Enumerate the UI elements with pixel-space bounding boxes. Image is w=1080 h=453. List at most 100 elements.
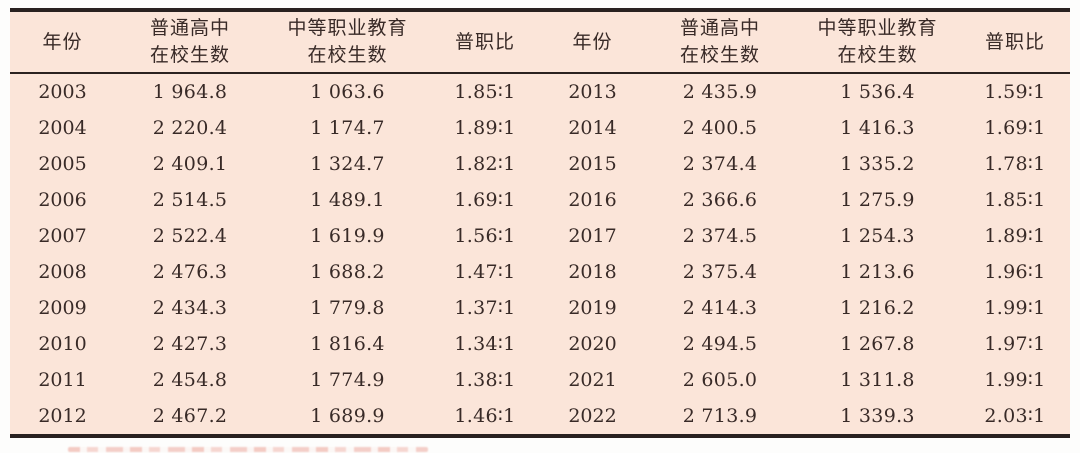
header-vocational-left: 中等职业教育 在校生数 (265, 10, 430, 74)
cell-vocational-enrollment: 1 275.9 (840, 189, 915, 211)
cell-regular-enrollment: 2 435.9 (682, 81, 758, 103)
cell-vocational-enrollment: 1 311.8 (840, 369, 915, 391)
table-row: 2009 2 434.3 1 779.8 1.37∶1 2019 2 414.3 1 216… (10, 290, 1070, 326)
header-ratio-left: 普职比 (430, 10, 540, 74)
cell-year: 2005 (38, 153, 87, 175)
cell-year: 2021 (568, 369, 617, 391)
cell-ratio: 1.69∶1 (454, 189, 516, 211)
table-row: 2007 2 522.4 1 619.9 1.56∶1 2017 2 374.5 1 254… (10, 218, 1070, 254)
table-row: 2010 2 427.3 1 816.4 1.34∶1 2020 2 494.5 1 267… (10, 326, 1070, 362)
cell-ratio: 1.78∶1 (984, 153, 1046, 175)
header-regular-left: 普通高中 在校生数 (115, 10, 265, 74)
cell-year: 2016 (568, 189, 617, 211)
table-header: 年份 普通高中 在校生数 中等职业教育 在校生数 普职比 年份 普通高中 在校生… (10, 10, 1070, 74)
cell-vocational-enrollment: 1 174.7 (310, 117, 385, 139)
cell-ratio: 1.97∶1 (984, 333, 1046, 355)
cell-vocational-enrollment: 1 619.9 (310, 225, 385, 247)
table-row: 2005 2 409.1 1 324.7 1.82∶1 2015 2 374.4 1 335… (10, 146, 1070, 182)
cell-ratio: 1.37∶1 (454, 297, 516, 319)
cell-vocational-enrollment: 1 779.8 (310, 297, 385, 319)
cell-year: 2003 (38, 81, 87, 103)
cell-ratio: 1.85∶1 (984, 189, 1046, 211)
cell-year: 2012 (38, 405, 87, 427)
cell-year: 2013 (568, 81, 617, 103)
header-row: 年份 普通高中 在校生数 中等职业教育 在校生数 普职比 年份 普通高中 在校生… (10, 10, 1070, 74)
header-vocational-line1: 中等职业教育 (817, 17, 938, 39)
cell-ratio: 1.96∶1 (984, 261, 1046, 283)
cell-regular-enrollment: 2 434.3 (152, 297, 228, 319)
header-vocational-line1: 中等职业教育 (287, 17, 408, 39)
cell-regular-enrollment: 2 467.2 (152, 405, 228, 427)
cell-ratio: 1.69∶1 (984, 117, 1046, 139)
cell-year: 2006 (38, 189, 87, 211)
cell-year: 2010 (38, 333, 87, 355)
cell-vocational-enrollment: 1 335.2 (840, 153, 915, 175)
cell-ratio: 1.99∶1 (984, 369, 1046, 391)
cell-ratio: 1.59∶1 (984, 81, 1046, 103)
cell-regular-enrollment: 2 514.5 (152, 189, 228, 211)
cell-year: 2018 (568, 261, 617, 283)
cell-regular-enrollment: 2 494.5 (682, 333, 758, 355)
cell-year: 2009 (38, 297, 87, 319)
cell-vocational-enrollment: 1 536.4 (840, 81, 915, 103)
header-ratio-right: 普职比 (960, 10, 1070, 74)
cell-vocational-enrollment: 1 213.6 (840, 261, 915, 283)
cell-vocational-enrollment: 1 816.4 (310, 333, 385, 355)
cell-vocational-enrollment: 1 489.1 (310, 189, 385, 211)
table-row: 2012 2 467.2 1 689.9 1.46∶1 2022 2 713.9 1 339… (10, 398, 1070, 436)
cell-regular-enrollment: 2 605.0 (682, 369, 758, 391)
cell-ratio: 1.85∶1 (454, 81, 516, 103)
cell-year: 2008 (38, 261, 87, 283)
enrollment-ratio-table: 年份 普通高中 在校生数 中等职业教育 在校生数 普职比 年份 普通高中 在校生… (10, 8, 1070, 438)
cell-year: 2015 (568, 153, 617, 175)
cell-vocational-enrollment: 1 416.3 (840, 117, 915, 139)
cell-vocational-enrollment: 1 254.3 (840, 225, 915, 247)
cell-vocational-enrollment: 1 339.3 (840, 405, 915, 427)
cell-ratio: 1.89∶1 (454, 117, 516, 139)
cell-regular-enrollment: 2 374.4 (682, 153, 758, 175)
cell-regular-enrollment: 2 522.4 (152, 225, 228, 247)
header-regular-line1: 普通高中 (679, 17, 760, 39)
header-regular-right: 普通高中 在校生数 (645, 10, 795, 74)
cell-ratio: 1.56∶1 (454, 225, 516, 247)
cropped-red-caption-fragment (68, 447, 428, 452)
cell-year: 2007 (38, 225, 87, 247)
cell-ratio: 1.99∶1 (984, 297, 1046, 319)
cell-regular-enrollment: 2 454.8 (152, 369, 228, 391)
header-vocational-line2: 在校生数 (307, 44, 388, 66)
table-row: 2011 2 454.8 1 774.9 1.38∶1 2021 2 605.0 1 311… (10, 362, 1070, 398)
cell-year: 2019 (568, 297, 617, 319)
cell-vocational-enrollment: 1 063.6 (310, 81, 385, 103)
cell-regular-enrollment: 2 713.9 (682, 405, 758, 427)
cell-regular-enrollment: 2 409.1 (152, 153, 228, 175)
cell-year: 2011 (38, 369, 87, 391)
cell-ratio: 1.89∶1 (984, 225, 1046, 247)
header-regular-line1: 普通高中 (149, 17, 230, 39)
cell-regular-enrollment: 2 374.5 (682, 225, 758, 247)
table-row: 2003 1 964.8 1 063.6 1.85∶1 2013 2 435.9 1 536… (10, 73, 1070, 110)
cell-ratio: 1.46∶1 (454, 405, 516, 427)
cell-ratio: 1.34∶1 (454, 333, 516, 355)
cell-year: 2020 (568, 333, 617, 355)
cell-vocational-enrollment: 1 689.9 (310, 405, 385, 427)
cell-vocational-enrollment: 1 216.2 (840, 297, 915, 319)
header-vocational-line2: 在校生数 (837, 44, 918, 66)
header-year-left: 年份 (10, 10, 115, 74)
cell-ratio: 1.47∶1 (454, 261, 516, 283)
cell-year: 2017 (568, 225, 617, 247)
cell-ratio: 2.03∶1 (984, 405, 1046, 427)
cell-vocational-enrollment: 1 324.7 (310, 153, 385, 175)
cell-regular-enrollment: 2 414.3 (682, 297, 758, 319)
table-row: 2004 2 220.4 1 174.7 1.89∶1 2014 2 400.5 1 416… (10, 110, 1070, 146)
cell-year: 2004 (38, 117, 87, 139)
cell-vocational-enrollment: 1 688.2 (310, 261, 385, 283)
header-regular-line2: 在校生数 (149, 44, 230, 66)
cell-regular-enrollment: 2 375.4 (682, 261, 758, 283)
header-regular-line2: 在校生数 (679, 44, 760, 66)
cell-ratio: 1.38∶1 (454, 369, 516, 391)
table-row: 2008 2 476.3 1 688.2 1.47∶1 2018 2 375.4 1 213… (10, 254, 1070, 290)
cell-year: 2022 (568, 405, 617, 427)
cell-regular-enrollment: 1 964.8 (152, 81, 228, 103)
cell-year: 2014 (568, 117, 617, 139)
